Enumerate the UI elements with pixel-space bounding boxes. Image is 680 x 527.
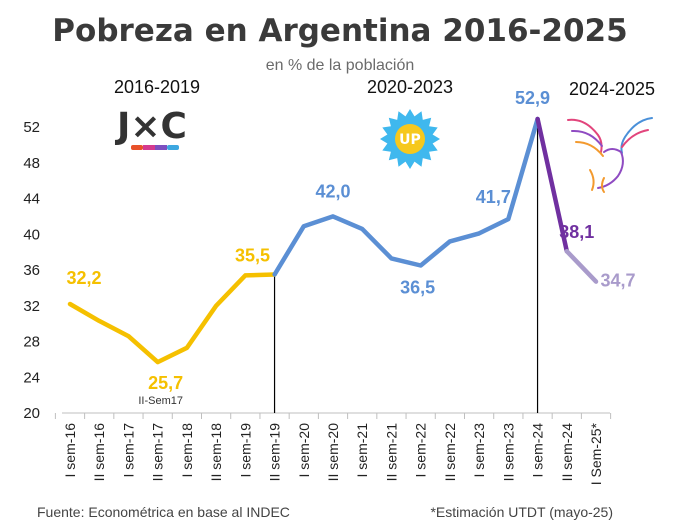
data-label: 41,7 bbox=[476, 187, 511, 207]
jxc-stripe bbox=[155, 145, 167, 150]
data-label: 52,9 bbox=[515, 88, 550, 108]
eagle-wing-stroke bbox=[620, 117, 653, 154]
data-label: 36,5 bbox=[400, 278, 435, 298]
up-logo-text: UP bbox=[399, 132, 421, 148]
jxc-stripe bbox=[167, 145, 179, 150]
period-label-2016-2019: 2016-2019 bbox=[114, 77, 200, 97]
data-label: 34,7 bbox=[600, 271, 635, 291]
data-label: 38,1 bbox=[559, 222, 594, 242]
eagle-wing-stroke bbox=[621, 129, 649, 148]
x-tick-label: I sem-22 bbox=[413, 423, 429, 478]
y-tick-label: 48 bbox=[23, 155, 40, 172]
eagle-wing-stroke bbox=[571, 129, 603, 147]
eagle-icon bbox=[567, 117, 653, 193]
data-label: 32,2 bbox=[66, 268, 101, 288]
x-tick-label: II sem-23 bbox=[500, 423, 516, 482]
x-tick-label: II sem-20 bbox=[325, 423, 341, 482]
jxc-stripe bbox=[143, 145, 155, 150]
y-tick-label: 40 bbox=[23, 226, 40, 243]
series-line-4 bbox=[564, 248, 599, 284]
y-tick-label: 20 bbox=[23, 405, 40, 422]
data-label: 35,5 bbox=[235, 245, 270, 265]
period-dividers bbox=[273, 118, 539, 413]
y-axis-ticks: 20 24 28 32 36 40 44 48 52 bbox=[23, 119, 40, 422]
x-tick-label: I sem-24 bbox=[530, 423, 546, 478]
x-tick-label: II sem-24 bbox=[559, 423, 575, 482]
period-label-2024-2025: 2024-2025 bbox=[569, 79, 655, 99]
eagle-body-stroke bbox=[597, 148, 624, 189]
annotation-ii-sem17: II-Sem17 bbox=[138, 395, 183, 407]
x-tick-label: II sem-18 bbox=[208, 423, 224, 482]
x-tick-label: I sem-18 bbox=[179, 423, 195, 478]
chart-title: Pobreza en Argentina 2016-2025 bbox=[52, 13, 627, 49]
x-tick-label: II sem-19 bbox=[267, 423, 283, 482]
data-label: 25,7 bbox=[148, 373, 183, 393]
x-tick-label: II sem-16 bbox=[91, 423, 107, 482]
x-tick-label: I sem-21 bbox=[354, 423, 370, 478]
data-labels: 32,2 25,7 35,5 42,0 36,5 41,7 52,9 38,1 34,7 bbox=[66, 88, 635, 393]
series-line-3 bbox=[535, 116, 570, 254]
x-tick-label: I sem-16 bbox=[62, 423, 78, 478]
up-sun-center bbox=[395, 124, 425, 154]
x-tick-label: II sem-21 bbox=[383, 423, 399, 482]
eagle-talon-stroke bbox=[589, 169, 605, 193]
x-tick-label: I Sem-25* bbox=[588, 422, 604, 485]
x-tick-label: I sem-23 bbox=[471, 423, 487, 478]
eagle-wing-stroke bbox=[575, 141, 604, 157]
x-tick-label: I sem-19 bbox=[237, 423, 253, 478]
y-tick-label: 24 bbox=[23, 369, 40, 386]
series-lines bbox=[67, 116, 599, 365]
y-tick-label: 44 bbox=[23, 191, 40, 208]
period-label-2020-2023: 2020-2023 bbox=[367, 77, 453, 97]
jxc-stripe bbox=[131, 145, 143, 150]
footer-note: *Estimación UTDT (mayo-25) bbox=[430, 504, 613, 520]
eagle-wing-stroke bbox=[567, 118, 603, 153]
x-axis-ticks: I sem-16 II sem-16 I sem-17 II sem-17 I sem-… bbox=[54, 413, 612, 485]
up-sun-logo: UP bbox=[380, 109, 440, 169]
x-tick-label: I sem-20 bbox=[296, 423, 312, 478]
chart-subtitle: en % de la población bbox=[266, 57, 415, 74]
y-tick-label: 32 bbox=[23, 298, 40, 315]
data-label: 42,0 bbox=[315, 181, 350, 201]
footer-source: Fuente: Econométrica en base al INDEC bbox=[37, 504, 290, 520]
series-line-1 bbox=[67, 272, 277, 365]
x-tick-label: II sem-22 bbox=[442, 423, 458, 482]
y-tick-label: 36 bbox=[23, 262, 40, 279]
jxc-logo: J×C bbox=[114, 106, 187, 150]
y-tick-label: 52 bbox=[23, 119, 40, 136]
x-tick-label: II sem-17 bbox=[150, 423, 166, 482]
x-tick-label: I sem-17 bbox=[120, 423, 136, 478]
series-line-2 bbox=[272, 116, 540, 277]
y-tick-label: 28 bbox=[23, 334, 40, 351]
jxc-logo-text: J×C bbox=[114, 106, 187, 147]
